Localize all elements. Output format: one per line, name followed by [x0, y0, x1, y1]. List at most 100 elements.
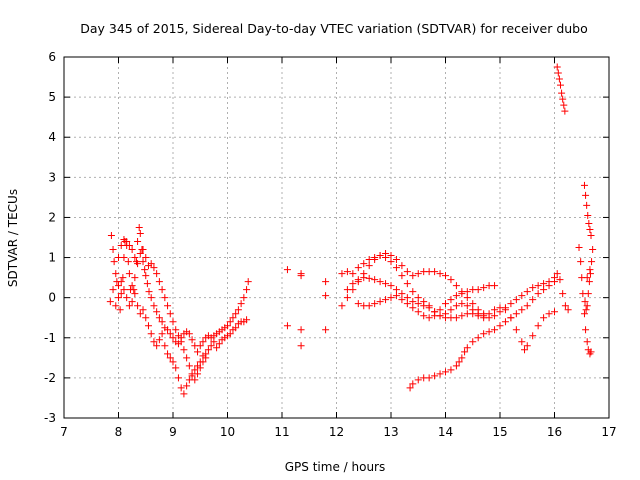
- gridlines: [64, 57, 609, 418]
- data-point: [147, 260, 155, 268]
- data-point: [158, 286, 166, 294]
- data-point: [409, 272, 417, 280]
- data-point: [141, 266, 149, 274]
- data-point: [128, 282, 136, 290]
- data-point: [117, 290, 125, 298]
- data-point: [414, 270, 422, 278]
- data-point: [586, 270, 594, 278]
- data-point: [458, 312, 466, 320]
- y-axis: -3 -2 -1 0 1 2 3 4 5 6: [44, 50, 609, 425]
- data-point: [142, 314, 150, 322]
- data-point: [523, 288, 531, 296]
- data-point: [436, 370, 444, 378]
- x-tick-label: 7: [60, 425, 68, 439]
- data-point: [582, 191, 590, 199]
- data-point: [480, 330, 488, 338]
- data-point: [583, 338, 591, 346]
- data-point: [387, 252, 395, 260]
- data-point: [283, 266, 291, 274]
- data-point: [507, 314, 515, 322]
- data-point: [409, 298, 417, 306]
- data-point: [414, 294, 422, 302]
- data-point: [131, 274, 139, 282]
- data-point: [556, 276, 564, 284]
- data-point: [480, 314, 488, 322]
- data-point: [376, 278, 384, 286]
- data-point: [164, 326, 172, 334]
- data-point: [199, 358, 207, 366]
- data-point: [360, 274, 368, 282]
- data-point: [403, 280, 411, 288]
- data-point: [529, 284, 537, 292]
- data-point: [224, 322, 231, 330]
- data-point: [158, 330, 166, 338]
- data-point: [109, 246, 117, 254]
- data-point: [125, 242, 133, 250]
- data-point: [586, 225, 594, 233]
- data-point: [142, 254, 150, 262]
- data-point: [365, 302, 373, 310]
- data-point: [107, 231, 115, 239]
- data-point: [365, 262, 373, 270]
- data-point: [153, 308, 161, 316]
- x-tick-label: 15: [492, 425, 507, 439]
- data-point: [213, 344, 221, 352]
- data-point: [131, 290, 139, 298]
- data-point: [582, 326, 590, 334]
- y-tick-label: -1: [44, 331, 56, 345]
- data-point: [125, 270, 133, 278]
- data-point: [343, 294, 351, 302]
- x-tick-label: 8: [115, 425, 123, 439]
- data-point: [559, 290, 567, 298]
- data-point: [119, 274, 127, 282]
- y-tick-label: -2: [44, 371, 56, 385]
- data-point: [229, 314, 237, 322]
- data-point: [474, 334, 482, 342]
- data-point: [210, 338, 218, 346]
- data-point: [136, 229, 144, 237]
- data-point: [226, 318, 234, 326]
- data-point: [392, 292, 400, 300]
- data-point: [120, 286, 128, 294]
- data-point: [371, 300, 379, 308]
- y-tick-label: 3: [48, 170, 56, 184]
- data-point: [322, 278, 330, 286]
- data-points: [106, 63, 597, 398]
- data-point: [158, 318, 166, 326]
- data-point: [322, 326, 330, 334]
- x-tick-label: 10: [220, 425, 235, 439]
- data-point: [491, 312, 499, 320]
- data-point: [398, 272, 406, 280]
- data-point: [585, 278, 593, 286]
- data-point: [143, 280, 151, 288]
- data-point: [469, 338, 477, 346]
- data-point: [581, 298, 589, 306]
- data-point: [134, 302, 142, 310]
- data-point: [371, 276, 379, 284]
- data-point: [155, 314, 163, 322]
- data-point: [518, 292, 526, 300]
- data-point: [584, 211, 592, 219]
- data-point: [431, 268, 439, 276]
- data-point: [354, 300, 362, 308]
- data-point: [139, 258, 147, 266]
- data-point: [583, 274, 591, 282]
- data-point: [507, 300, 515, 308]
- data-point: [518, 306, 526, 314]
- data-point: [371, 254, 379, 262]
- data-point: [145, 288, 153, 296]
- data-point: [447, 306, 455, 314]
- data-point: [232, 324, 240, 332]
- data-point: [106, 298, 114, 306]
- data-point: [136, 250, 144, 258]
- data-point: [204, 346, 212, 354]
- data-point: [560, 101, 568, 109]
- data-point: [452, 292, 460, 300]
- data-point: [545, 282, 553, 290]
- x-axis-label: GPS time / hours: [285, 460, 386, 474]
- x-tick-label: 13: [383, 425, 398, 439]
- data-point: [398, 290, 406, 298]
- data-point: [183, 382, 191, 390]
- data-point: [110, 258, 118, 266]
